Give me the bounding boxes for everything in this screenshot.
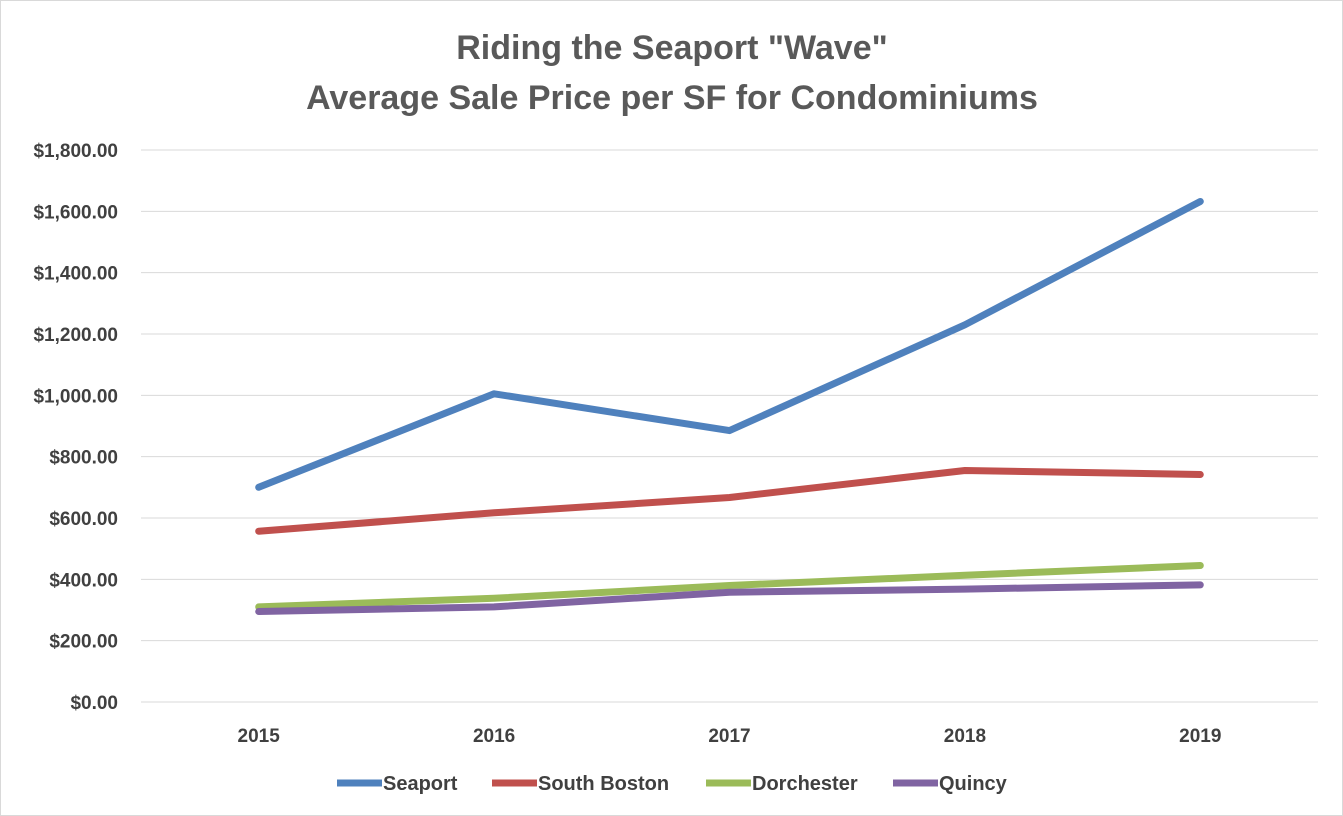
x-tick-label: 2018 — [944, 726, 986, 747]
y-tick-label: $1,400.00 — [33, 264, 118, 285]
y-tick-label: $1,600.00 — [33, 202, 118, 223]
chart-title-line-2: Average Sale Price per SF for Condominiu… — [306, 79, 1038, 117]
legend-item-seaport: Seaport — [337, 773, 458, 795]
legend-label: Dorchester — [752, 773, 858, 795]
legend-label: South Boston — [538, 773, 669, 795]
legend-item-south-boston: South Boston — [492, 773, 669, 795]
series-line-seaport — [255, 198, 1204, 491]
y-tick-label: $800.00 — [49, 448, 118, 469]
chart-title-line-1: Riding the Seaport "Wave" — [456, 29, 887, 67]
y-tick-label: $200.00 — [49, 632, 118, 653]
x-axis-ticks: 2015 2016 2017 2018 2019 — [238, 726, 1222, 747]
y-tick-label: $0.00 — [70, 693, 118, 714]
y-tick-label: $1,200.00 — [33, 325, 118, 346]
legend-item-quincy: Quincy — [893, 773, 1008, 795]
series-line-dorchester — [255, 562, 1204, 611]
legend: Seaport South Boston Dorchester Quincy — [337, 773, 1008, 795]
legend-label: Seaport — [383, 773, 458, 795]
x-tick-label: 2017 — [708, 726, 750, 747]
y-tick-label: $400.00 — [49, 570, 118, 591]
y-tick-label: $600.00 — [49, 509, 118, 530]
x-tick-label: 2015 — [238, 726, 281, 747]
legend-label: Quincy — [939, 773, 1008, 795]
legend-item-dorchester: Dorchester — [706, 773, 858, 795]
series-lines — [255, 198, 1204, 615]
series-line-south-boston — [255, 467, 1204, 535]
y-tick-label: $1,000.00 — [33, 386, 118, 407]
series-line-quincy — [255, 581, 1204, 615]
x-tick-label: 2016 — [473, 726, 515, 747]
y-tick-label: $1,800.00 — [33, 141, 118, 162]
x-tick-label: 2019 — [1179, 726, 1221, 747]
gridlines — [141, 149, 1318, 703]
y-axis-ticks: $0.00 $200.00 $400.00 $600.00 $800.00 $1,000.… — [33, 141, 118, 714]
